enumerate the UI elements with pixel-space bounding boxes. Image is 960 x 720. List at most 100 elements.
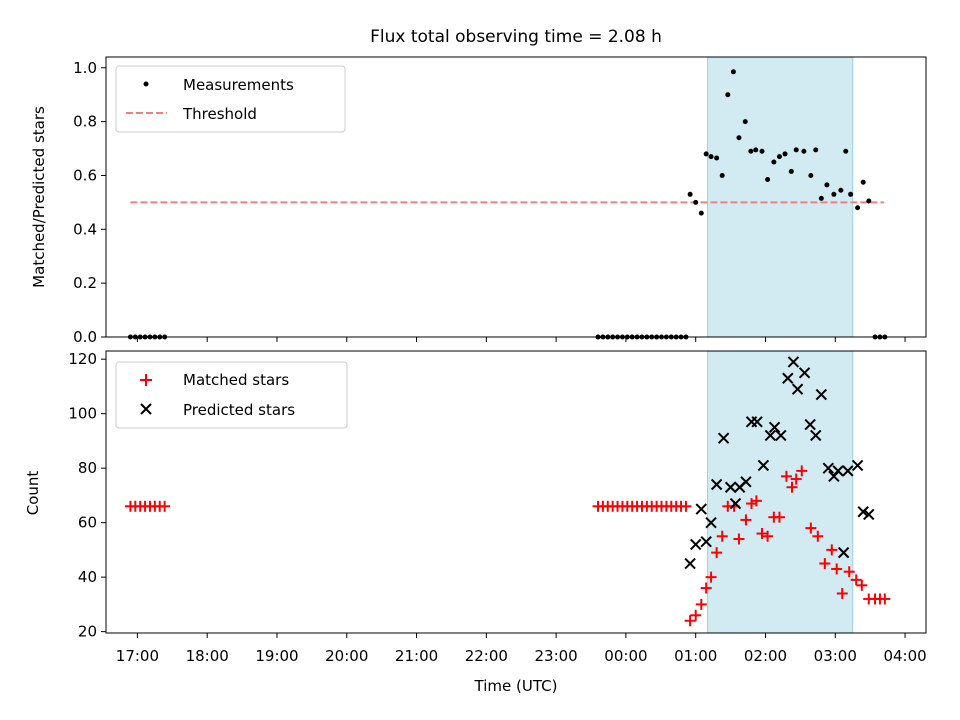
- predicted-star-point: [804, 418, 816, 431]
- y-tick-label: 40: [78, 568, 97, 586]
- matched-star-point: [740, 514, 752, 526]
- measurement-point: [801, 148, 807, 154]
- matched-star-point: [716, 530, 728, 542]
- measurement-point: [703, 151, 709, 157]
- ratio-y-axis-label: Matched/Predicted stars: [30, 106, 48, 288]
- measurement-point: [714, 155, 720, 161]
- measurement-point: [730, 69, 736, 75]
- measurement-point: [776, 154, 782, 160]
- predicted-star-point: [837, 546, 850, 559]
- matched-star-point: [159, 500, 171, 512]
- matched-star-point: [790, 473, 802, 485]
- x-tick-label: 04:00: [883, 647, 926, 665]
- predicted-star-point: [700, 536, 712, 548]
- legend-predicted-label: Predicted stars: [183, 401, 295, 419]
- matched-star-point: [786, 481, 798, 493]
- x-tick-label: 01:00: [674, 647, 717, 665]
- matched-star-point: [819, 558, 831, 570]
- x-tick-label: 03:00: [814, 647, 857, 665]
- measurement-point: [708, 154, 714, 160]
- matched-star-point: [700, 582, 712, 594]
- matched-star-point: [695, 598, 707, 610]
- predicted-star-point: [705, 516, 717, 529]
- y-tick-label: 1.0: [73, 59, 97, 77]
- x-tick-label: 00:00: [604, 647, 647, 665]
- measurement-point: [824, 182, 830, 188]
- x-tick-label: 22:00: [465, 647, 508, 665]
- predicted-star-point: [751, 416, 763, 428]
- measurement-point: [818, 195, 824, 201]
- matched-star-point: [843, 566, 855, 578]
- legend-predicted-marker: [140, 403, 152, 415]
- x-tick-label: 20:00: [325, 647, 368, 665]
- measurement-point: [808, 172, 814, 178]
- predicted-star-point: [775, 429, 787, 442]
- measurement-point: [742, 119, 748, 125]
- matched-star-point: [711, 547, 723, 559]
- matched-star-point: [850, 574, 862, 586]
- predicted-star-point: [851, 459, 864, 472]
- y-tick-label: 20: [78, 623, 97, 641]
- matched-star-point: [705, 571, 717, 583]
- y-tick-label: 80: [78, 459, 97, 477]
- ratio-panel-frame: [105, 56, 927, 338]
- legend-matched-label: Matched stars: [183, 371, 289, 389]
- predicted-star-point: [791, 383, 804, 395]
- matched-star-point: [780, 470, 792, 482]
- predicted-star-point: [740, 476, 752, 488]
- matched-star-point: [856, 579, 868, 591]
- predicted-star-point: [768, 421, 781, 433]
- predicted-star-point: [724, 481, 737, 493]
- y-tick-label: 0.6: [73, 166, 97, 184]
- measurement-point: [843, 148, 849, 154]
- figure-title: Flux total observing time = 2.08 h: [370, 27, 662, 47]
- measurement-point: [753, 147, 759, 153]
- ratio-panel: 0.0 0.2 0.4 0.6 0.8 1.0 Matched/Predicted sta…: [30, 56, 927, 346]
- matched-star-point: [812, 530, 824, 542]
- measurement-point: [831, 191, 837, 197]
- predicted-star-point: [757, 459, 770, 472]
- measurement-point: [719, 172, 725, 178]
- x-tick-label: 18:00: [186, 647, 229, 665]
- predicted-star-point: [695, 503, 707, 515]
- measurement-point: [748, 148, 754, 154]
- measurement-point: [765, 177, 771, 182]
- measurement-point: [693, 199, 699, 205]
- matched-star-point: [690, 609, 702, 621]
- legend-measurements-label: Measurements: [183, 76, 294, 94]
- measurement-point: [793, 147, 799, 153]
- legend-threshold-label: Threshold: [182, 105, 257, 123]
- measurement-point: [788, 168, 794, 174]
- measurement-point: [759, 148, 765, 154]
- measurement-point: [848, 191, 854, 197]
- predicted-star-point: [684, 557, 696, 570]
- measurement-point: [860, 179, 866, 185]
- matched-star-point: [684, 615, 696, 627]
- count-panel-frame: [105, 350, 927, 634]
- count-panel: 20 40 60 80 100 120 17:00 18:00 19:00 20:00 21:00…: [24, 350, 927, 665]
- matched-star-point: [756, 528, 768, 540]
- x-tick-label: 17:00: [116, 647, 159, 665]
- measurement-point: [838, 187, 844, 193]
- measurement-point: [866, 198, 872, 204]
- matched-star-point: [773, 511, 785, 523]
- predicted-star-point: [822, 462, 835, 474]
- predicted-star-point: [810, 429, 822, 442]
- y-tick-label: 120: [68, 350, 97, 368]
- y-tick-label: 0.8: [73, 113, 97, 131]
- measurement-point: [771, 159, 777, 165]
- y-tick-label: 100: [68, 405, 97, 423]
- y-tick-label: 60: [78, 514, 97, 532]
- matched-star-point: [831, 563, 843, 575]
- matched-star-point: [733, 533, 745, 545]
- matched-star-point: [750, 495, 762, 507]
- observing-span: [707, 350, 854, 634]
- x-tick-label: 21:00: [395, 647, 438, 665]
- y-tick-label: 0.0: [73, 328, 97, 346]
- y-tick-label: 0.2: [73, 274, 97, 292]
- measurement-point: [813, 147, 819, 153]
- predicted-star-point: [787, 356, 800, 368]
- legend-measurements-marker: [143, 81, 149, 87]
- predicted-star-point: [815, 388, 828, 401]
